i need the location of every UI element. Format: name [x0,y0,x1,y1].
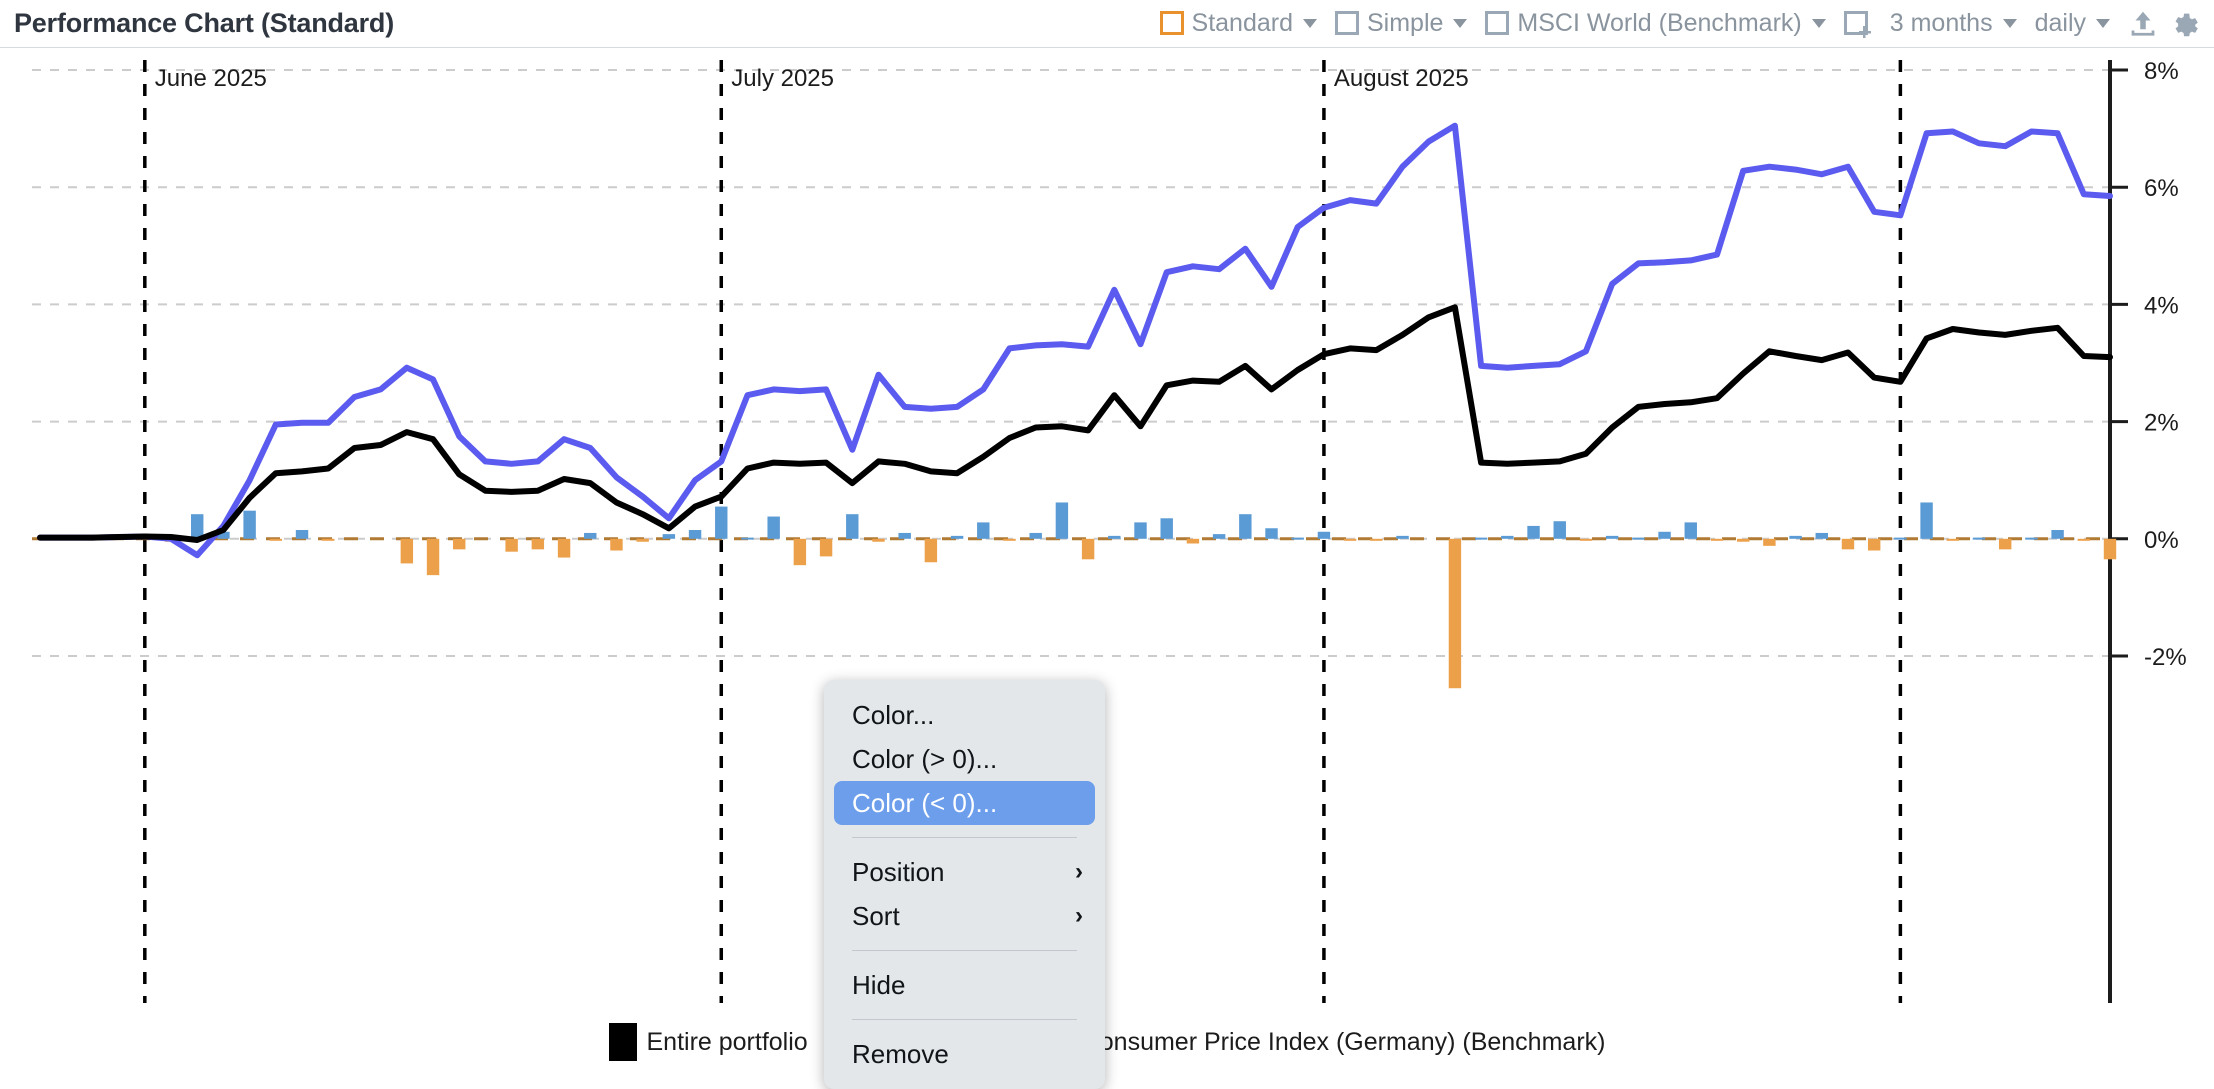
chevron-down-icon[interactable] [2002,18,2017,28]
menu-item-label: Position [852,857,945,887]
legend-label-cpi-germany: Consumer Price Index (Germany) (Benchmar… [1081,1027,1606,1056]
add-series-icon[interactable] [1843,11,1871,38]
menu-separator [852,837,1077,838]
chevron-down-icon[interactable] [1811,18,1826,28]
menu-item-hide[interactable]: Hide [824,963,1105,1007]
menu-separator [852,950,1077,951]
menu-item-color-negative[interactable]: Color (< 0)... [834,781,1095,825]
menu-item-label: Color (< 0)... [852,788,998,818]
y-axis-tick-label: 6% [2144,175,2179,202]
performance-chart[interactable]: 8% 6% 4% 2% 0% -2% June 2025 July 2025 August 20… [0,48,2214,1087]
interval-label: daily [2034,8,2086,37]
menu-item-label: Remove [852,1039,949,1069]
legend-item-cpi-germany[interactable]: Consumer Price Index (Germany) (Benchmar… [1082,1028,1606,1057]
series-context-menu[interactable]: Color... Color (> 0)... Color (< 0)... Posi… [824,680,1105,1089]
series-selector-msci-world[interactable]: MSCI World (Benchmark) [1485,8,1826,38]
chart-toolbar: Standard Simple MSCI World (Benchmark) 3… [1159,0,2206,46]
y-axis-tick-label: 2% [2144,410,2179,437]
series-label-msci-world: MSCI World (Benchmark) [1517,8,1802,37]
menu-separator [852,1019,1077,1020]
legend-swatch-black [608,1023,637,1061]
series-label-simple: Simple [1366,8,1444,37]
page-title: Performance Chart (Standard) [14,8,394,38]
color-swatch-standard[interactable] [1159,11,1184,35]
interval-selector[interactable]: daily [2035,9,2110,38]
y-axis-tick-label: 4% [2144,292,2179,319]
y-axis-tick-label: -2% [2144,644,2187,671]
chevron-down-icon[interactable] [2096,18,2110,28]
menu-item-label: Color... [852,700,935,730]
menu-item-label: Hide [852,970,906,1000]
series-selector-simple[interactable]: Simple [1334,8,1468,38]
gear-icon[interactable] [2166,6,2200,40]
series-selector-standard[interactable]: Standard [1159,8,1317,38]
chevron-right-icon: › [1075,902,1083,929]
x-axis-month-label: August 2025 [1334,65,1469,92]
menu-item-label: Sort [852,901,900,931]
menu-item-position[interactable]: Position › [824,850,1105,894]
x-axis-month-label: July 2025 [731,65,834,92]
chevron-down-icon[interactable] [1302,18,1317,28]
x-axis-month-label: June 2025 [155,65,267,92]
line-series-portfolio[interactable] [37,304,2113,543]
color-swatch-simple[interactable] [1334,11,1359,35]
line-series-benchmark[interactable] [37,122,2113,559]
y-axis-tick-label: 8% [2144,58,2179,85]
chart-legend: Entire portfolio Consumer Price Index (G… [0,1018,2214,1066]
y-axis-tick-label: 0% [2144,527,2179,554]
menu-item-remove[interactable]: Remove [824,1032,1105,1076]
menu-item-color[interactable]: Color... [824,693,1105,737]
upload-icon[interactable] [2126,6,2160,40]
chart-plot[interactable]: 8% 6% 4% 2% 0% -2% June 2025 July 2025 August 20… [0,48,2214,1087]
menu-item-color-positive[interactable]: Color (> 0)... [824,737,1105,781]
period-label: 3 months [1889,8,1993,37]
legend-item-entire-portfolio[interactable]: Entire portfolio [608,1023,808,1061]
chevron-right-icon: › [1075,858,1083,885]
bar-series-monthly-change[interactable] [164,502,2117,689]
menu-item-label: Color (> 0)... [852,744,998,774]
series-label-standard: Standard [1191,8,1293,37]
chevron-down-icon[interactable] [1453,18,1468,28]
app-header: Performance Chart (Standard) Standard Si… [0,0,2214,48]
menu-item-sort[interactable]: Sort › [824,894,1105,938]
legend-label-entire-portfolio: Entire portfolio [646,1027,808,1056]
period-selector[interactable]: 3 months [1890,9,2017,38]
color-swatch-msci-world[interactable] [1485,11,1510,35]
